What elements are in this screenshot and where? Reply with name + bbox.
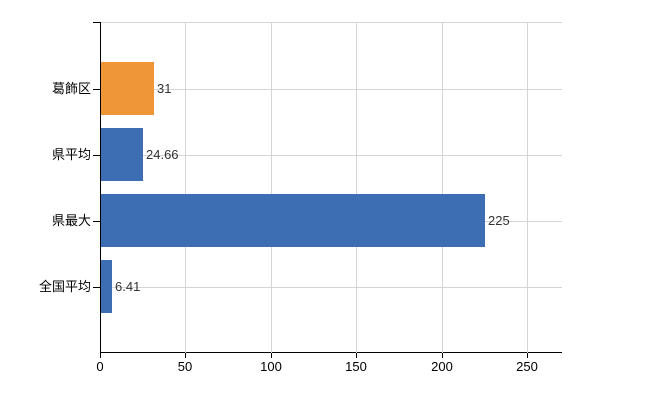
category-label: 県最大 <box>51 213 91 228</box>
x-axis-tick <box>527 353 528 358</box>
y-axis-tick <box>93 89 100 90</box>
category-label: 葛飾区 <box>51 81 91 96</box>
x-axis-tick <box>100 353 101 358</box>
category-label: 県平均 <box>51 147 91 162</box>
category-label: 全国平均 <box>38 279 91 294</box>
y-axis-tick <box>93 155 100 156</box>
x-axis-tick-label: 250 <box>516 359 538 374</box>
x-gridline <box>442 22 443 353</box>
y-axis-top-tick <box>93 22 100 23</box>
value-label: 31 <box>157 81 172 96</box>
y-axis-tick <box>93 221 100 222</box>
y-gridline <box>101 89 562 90</box>
y-axis-tick <box>93 287 100 288</box>
x-axis-tick-label: 50 <box>177 359 193 374</box>
bar-2 <box>101 194 485 247</box>
bar-1 <box>101 128 143 181</box>
bar-0 <box>101 62 154 115</box>
x-axis-tick <box>356 353 357 358</box>
y-gridline <box>101 287 562 288</box>
x-axis-tick-label: 100 <box>260 359 282 374</box>
x-axis-tick-label: 0 <box>96 359 104 374</box>
x-axis-tick <box>442 353 443 358</box>
y-axis-line <box>100 22 101 353</box>
value-label: 24.66 <box>146 147 179 162</box>
value-label: 225 <box>488 213 510 228</box>
value-label: 6.41 <box>115 279 141 294</box>
x-axis-tick <box>271 353 272 358</box>
x-gridline <box>185 22 186 353</box>
x-axis-line <box>100 352 562 353</box>
bar-3 <box>101 260 112 313</box>
plot-top-border <box>101 22 562 23</box>
y-gridline <box>101 155 562 156</box>
x-gridline <box>356 22 357 353</box>
x-axis-tick <box>185 353 186 358</box>
x-axis-tick-label: 200 <box>431 359 453 374</box>
x-axis-tick-label: 150 <box>345 359 367 374</box>
x-gridline <box>271 22 272 353</box>
x-gridline <box>527 22 528 353</box>
